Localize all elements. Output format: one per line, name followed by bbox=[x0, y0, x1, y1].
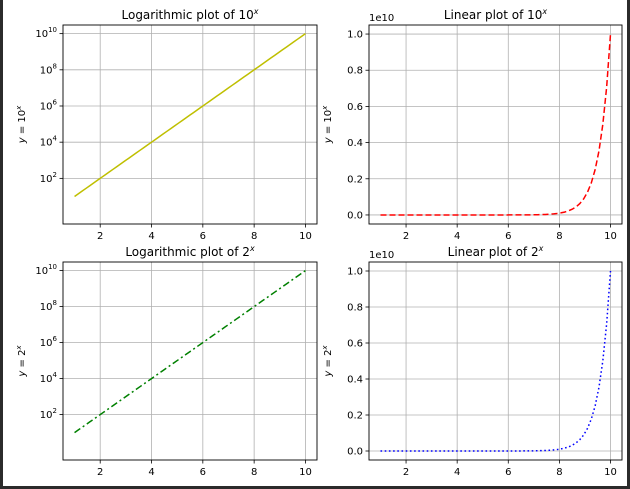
x-tick-label: 2 bbox=[403, 231, 409, 242]
y-tick-label: 108 bbox=[40, 299, 57, 313]
y-axis-label: y = 10x bbox=[321, 105, 334, 144]
figure: 2 4 6 8 10 102 104 106 108 1010 Logarithmic plot o… bbox=[3, 0, 627, 486]
y-tick-label: 0.2 bbox=[347, 174, 363, 185]
x-tick-label: 10 bbox=[604, 467, 617, 478]
x-tick-label: 10 bbox=[299, 467, 312, 478]
subplot-2: 2 4 6 8 10 0.0 0.2 0.4 0.6 0.8 1.0 1e10 Linear plot … bbox=[321, 7, 623, 242]
series-line bbox=[74, 33, 306, 198]
y-tick-label: 0.8 bbox=[347, 303, 363, 314]
y-tick-label: 0.2 bbox=[347, 411, 363, 422]
y-tick-label: 0.6 bbox=[347, 102, 363, 113]
x-tick-label: 6 bbox=[200, 467, 206, 478]
x-tick-label: 4 bbox=[148, 231, 154, 242]
x-tick-label: 2 bbox=[97, 467, 103, 478]
y-axis-label: y = 2x bbox=[15, 345, 28, 378]
axes-frame bbox=[62, 24, 318, 225]
subplot-1: 2 4 6 8 10 102 104 106 108 1010 Logarithmic plot o… bbox=[15, 7, 318, 242]
x-tick-label: 8 bbox=[556, 231, 562, 242]
y-tick-label: 106 bbox=[40, 335, 58, 349]
x-tick-label: 4 bbox=[454, 231, 460, 242]
y-tick-label: 104 bbox=[40, 371, 58, 385]
y-tick-label: 1010 bbox=[35, 26, 57, 40]
y-axis-label: y = 10x bbox=[15, 105, 28, 144]
axis-offset-text: 1e10 bbox=[369, 250, 394, 261]
x-tick-label: 6 bbox=[505, 231, 511, 242]
y-tick-label: 0.0 bbox=[347, 210, 363, 221]
y-tick-label: 0.4 bbox=[347, 138, 363, 149]
grid bbox=[63, 25, 317, 224]
y-tick-label: 102 bbox=[40, 407, 57, 421]
grid bbox=[369, 262, 622, 460]
y-tick-label: 108 bbox=[40, 62, 57, 76]
y-tick-label: 0.6 bbox=[347, 339, 363, 350]
series-line bbox=[380, 33, 612, 216]
x-tick-label: 4 bbox=[148, 467, 154, 478]
x-tick-label: 8 bbox=[251, 467, 257, 478]
y-axis-label: y = 2x bbox=[321, 345, 334, 378]
x-tick-label: 6 bbox=[505, 467, 511, 478]
y-tick-label: 106 bbox=[40, 98, 58, 112]
y-tick-label: 1.0 bbox=[347, 30, 363, 41]
y-tick-label: 1.0 bbox=[347, 267, 363, 278]
chart-title: Linear plot of 2x bbox=[448, 244, 544, 259]
chart-title: Logarithmic plot of 2x bbox=[125, 244, 255, 259]
y-tick-label: 0.4 bbox=[347, 375, 363, 386]
axis-offset-text: 1e10 bbox=[369, 13, 394, 24]
y-tick-label: 0.0 bbox=[347, 447, 363, 458]
grid bbox=[63, 262, 317, 460]
x-tick-label: 4 bbox=[454, 467, 460, 478]
x-tick-label: 10 bbox=[604, 231, 617, 242]
chart-title: Logarithmic plot of 10x bbox=[122, 7, 259, 22]
y-tick-label: 104 bbox=[40, 135, 58, 149]
y-tick-label: 1010 bbox=[35, 263, 57, 277]
x-tick-label: 6 bbox=[200, 231, 206, 242]
x-tick-label: 10 bbox=[299, 231, 312, 242]
axes-frame bbox=[368, 261, 623, 461]
series-line bbox=[380, 270, 612, 452]
axes-frame bbox=[62, 261, 318, 461]
subplot-3: 2 4 6 8 10 102 104 106 108 1010 Logarithmic plot o… bbox=[15, 244, 318, 478]
x-tick-label: 8 bbox=[556, 467, 562, 478]
y-tick-label: 102 bbox=[40, 171, 57, 185]
x-tick-label: 2 bbox=[97, 231, 103, 242]
y-tick-label: 0.8 bbox=[347, 66, 363, 77]
chart-title: Linear plot of 10x bbox=[444, 7, 548, 22]
subplot-4: 2 4 6 8 10 0.0 0.2 0.4 0.6 0.8 1.0 1e10 Linear plot … bbox=[321, 244, 623, 478]
axes-frame bbox=[368, 24, 623, 225]
grid bbox=[369, 25, 622, 224]
x-tick-label: 8 bbox=[251, 231, 257, 242]
x-tick-label: 2 bbox=[403, 467, 409, 478]
series-line bbox=[74, 269, 306, 434]
